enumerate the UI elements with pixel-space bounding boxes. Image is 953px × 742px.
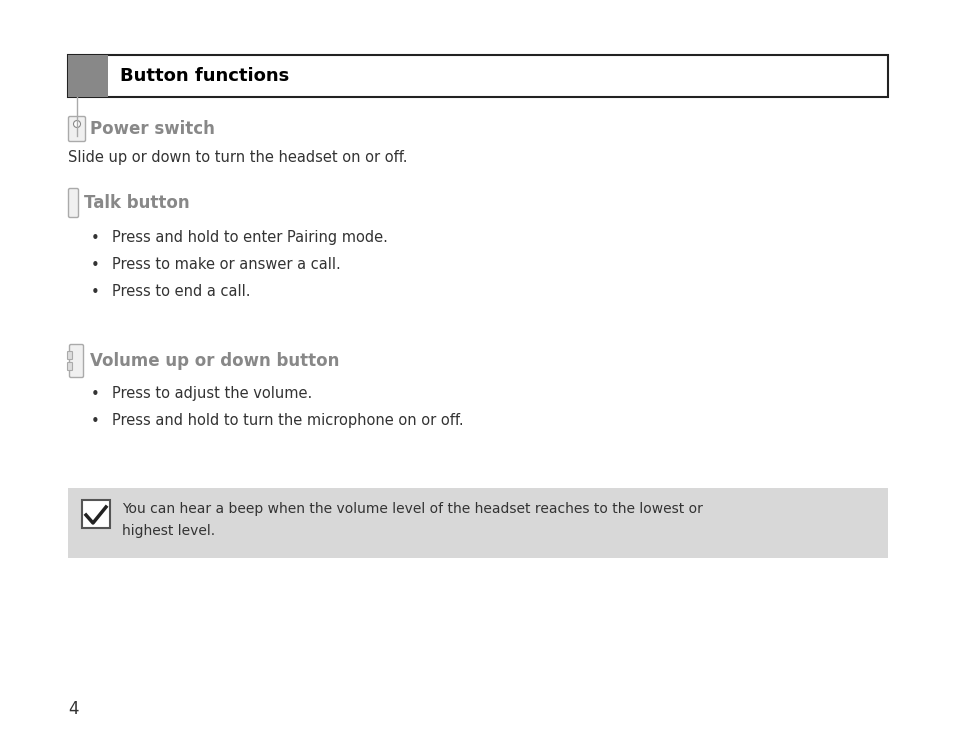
Text: highest level.: highest level. — [122, 524, 214, 538]
Text: Button functions: Button functions — [120, 67, 289, 85]
Text: •: • — [91, 414, 99, 429]
Text: •: • — [91, 285, 99, 300]
Text: Talk button: Talk button — [84, 194, 190, 212]
Circle shape — [73, 120, 80, 128]
Text: Press to end a call.: Press to end a call. — [112, 284, 251, 299]
Text: •: • — [91, 258, 99, 273]
Text: Press and hold to turn the microphone on or off.: Press and hold to turn the microphone on… — [112, 413, 463, 428]
FancyBboxPatch shape — [69, 188, 78, 217]
Text: You can hear a beep when the volume level of the headset reaches to the lowest o: You can hear a beep when the volume leve… — [122, 502, 702, 516]
Text: Volume up or down button: Volume up or down button — [90, 352, 339, 370]
Text: •: • — [91, 231, 99, 246]
Bar — [82, 500, 110, 528]
Bar — [68, 55, 108, 97]
FancyBboxPatch shape — [68, 363, 72, 370]
Text: Power switch: Power switch — [90, 120, 214, 138]
Text: Slide up or down to turn the headset on or off.: Slide up or down to turn the headset on … — [68, 150, 407, 165]
FancyBboxPatch shape — [69, 116, 86, 142]
FancyBboxPatch shape — [68, 352, 72, 360]
Text: •: • — [91, 387, 99, 402]
Bar — [68, 488, 887, 558]
Text: 4: 4 — [68, 700, 78, 718]
FancyBboxPatch shape — [70, 344, 84, 378]
Text: Press and hold to enter Pairing mode.: Press and hold to enter Pairing mode. — [112, 230, 388, 245]
Bar — [68, 55, 887, 97]
Text: Press to adjust the volume.: Press to adjust the volume. — [112, 386, 312, 401]
Text: Press to make or answer a call.: Press to make or answer a call. — [112, 257, 340, 272]
